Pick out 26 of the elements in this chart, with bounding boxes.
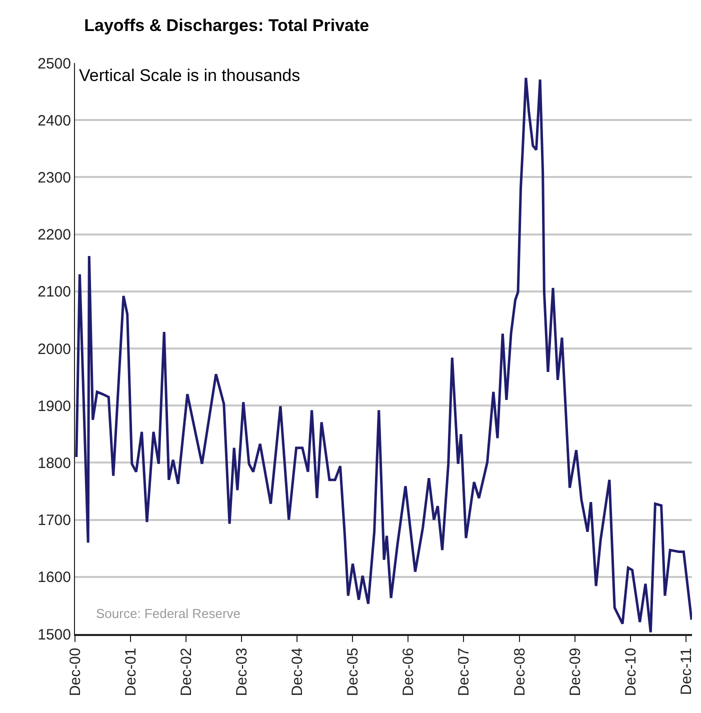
x-tick-label: Dec-05 bbox=[344, 648, 362, 696]
y-tick-label: 2200 bbox=[38, 226, 71, 244]
x-tick-label: Dec-10 bbox=[622, 648, 640, 696]
y-tick-label: 2500 bbox=[38, 55, 71, 72]
y-tick-label: 2400 bbox=[38, 112, 71, 130]
x-tick-label: Dec-03 bbox=[233, 648, 250, 696]
y-tick-label: 1800 bbox=[38, 454, 71, 472]
x-tick-label: Dec-02 bbox=[178, 648, 195, 696]
x-tick-label: Dec-09 bbox=[566, 648, 584, 696]
y-tick-label: 2100 bbox=[38, 284, 71, 301]
annotation: Source: Federal Reserve bbox=[96, 606, 241, 621]
chart-title: Layoffs & Discharges: Total Private bbox=[84, 16, 370, 35]
x-tick-label: Dec-06 bbox=[400, 648, 418, 696]
y-tick-label: 2300 bbox=[38, 169, 71, 186]
y-tick-label: 1700 bbox=[38, 512, 71, 530]
x-tick-label: Dec-08 bbox=[511, 648, 528, 696]
annotation: Vertical Scale is in thousands bbox=[79, 66, 300, 85]
y-tick-label: 1500 bbox=[38, 626, 71, 644]
y-tick-label: 2000 bbox=[38, 340, 71, 358]
x-tick-label: Dec-01 bbox=[122, 648, 140, 696]
y-tick-label: 1600 bbox=[38, 569, 71, 586]
x-tick-label: Dec-04 bbox=[289, 648, 306, 696]
x-tick-label: Dec-11 bbox=[678, 648, 695, 695]
x-tick-label: Dec-07 bbox=[456, 648, 473, 696]
y-tick-label: 1900 bbox=[38, 398, 71, 415]
x-tick-label: Dec-00 bbox=[66, 648, 84, 696]
